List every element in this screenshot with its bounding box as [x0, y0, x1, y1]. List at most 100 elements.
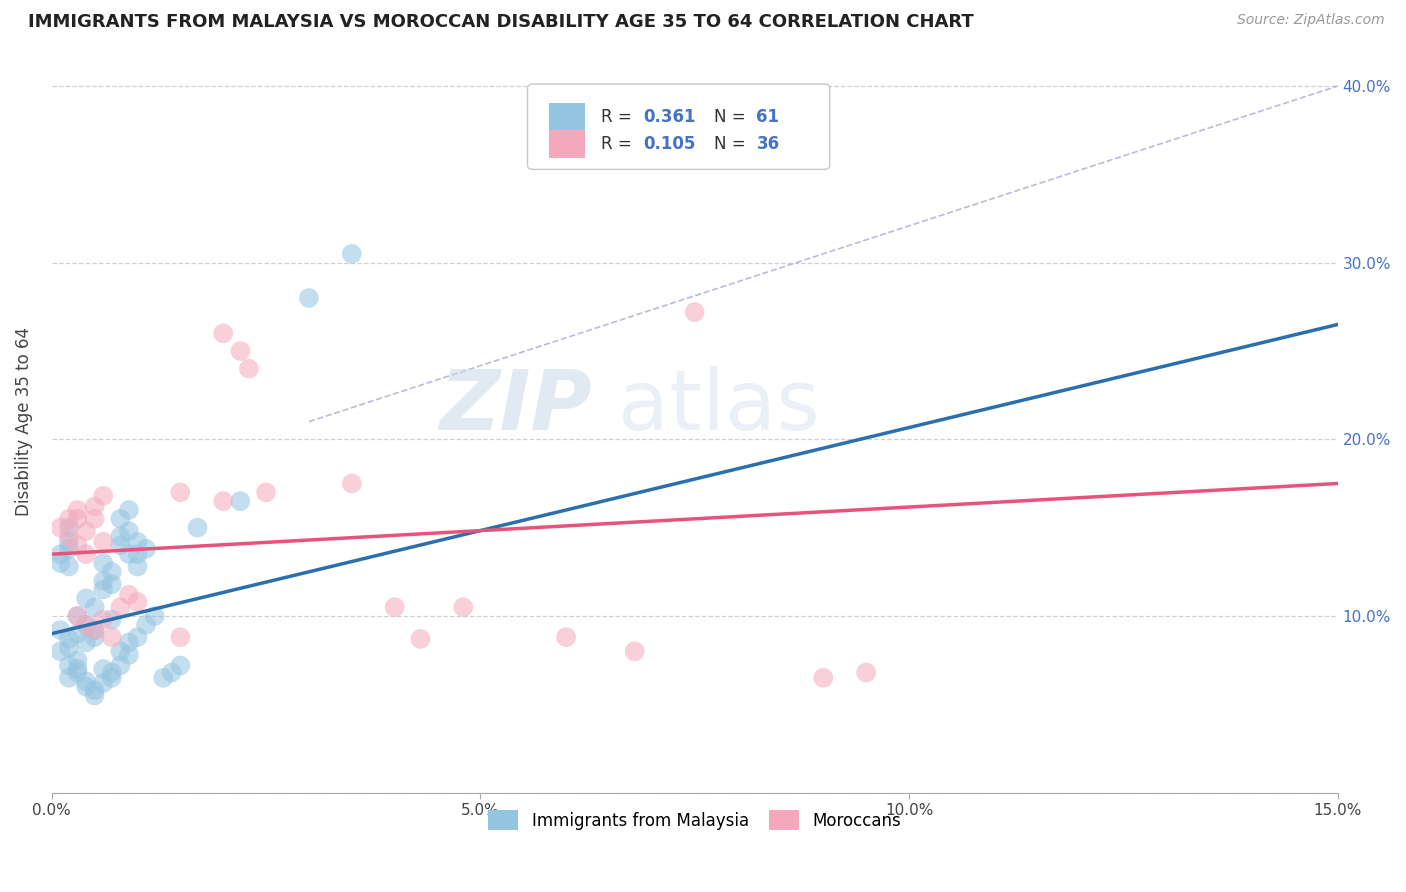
- Point: [127, 559, 149, 574]
- Point: [100, 665, 122, 680]
- Point: [91, 534, 114, 549]
- Point: [384, 600, 406, 615]
- Point: [118, 503, 141, 517]
- Point: [143, 609, 166, 624]
- Point: [66, 665, 89, 680]
- Point: [75, 635, 97, 649]
- Point: [66, 662, 89, 676]
- FancyBboxPatch shape: [550, 103, 585, 131]
- Point: [83, 600, 105, 615]
- Point: [58, 559, 80, 574]
- Text: atlas: atlas: [617, 367, 820, 447]
- Y-axis label: Disability Age 35 to 64: Disability Age 35 to 64: [15, 327, 32, 516]
- Point: [229, 344, 252, 359]
- Point: [110, 512, 132, 526]
- Point: [169, 630, 191, 644]
- Point: [340, 476, 363, 491]
- Point: [110, 529, 132, 543]
- Point: [100, 577, 122, 591]
- Point: [118, 524, 141, 539]
- Point: [49, 521, 72, 535]
- Point: [66, 609, 89, 624]
- Text: 36: 36: [756, 135, 779, 153]
- Point: [100, 565, 122, 579]
- Point: [135, 617, 157, 632]
- Point: [75, 547, 97, 561]
- Point: [127, 630, 149, 644]
- Text: 0.105: 0.105: [644, 135, 696, 153]
- Point: [49, 556, 72, 570]
- Point: [127, 595, 149, 609]
- Point: [66, 653, 89, 667]
- Point: [91, 582, 114, 597]
- Point: [83, 689, 105, 703]
- Point: [91, 556, 114, 570]
- Point: [83, 623, 105, 637]
- Point: [110, 658, 132, 673]
- Point: [238, 361, 260, 376]
- Point: [110, 644, 132, 658]
- Point: [83, 512, 105, 526]
- Point: [49, 623, 72, 637]
- Point: [152, 671, 174, 685]
- Point: [298, 291, 321, 305]
- Point: [75, 617, 97, 632]
- Point: [100, 671, 122, 685]
- Point: [451, 600, 474, 615]
- Point: [75, 591, 97, 606]
- Point: [555, 630, 578, 644]
- Text: N =: N =: [714, 135, 751, 153]
- Point: [75, 524, 97, 539]
- Point: [91, 676, 114, 690]
- Point: [58, 529, 80, 543]
- Text: ZIP: ZIP: [439, 367, 592, 447]
- Point: [160, 665, 183, 680]
- Point: [100, 630, 122, 644]
- Point: [66, 538, 89, 552]
- Point: [58, 640, 80, 655]
- Point: [254, 485, 277, 500]
- Point: [91, 489, 114, 503]
- Point: [66, 512, 89, 526]
- Point: [169, 658, 191, 673]
- Text: R =: R =: [600, 109, 637, 127]
- Text: 61: 61: [756, 109, 779, 127]
- Point: [409, 632, 432, 646]
- Text: N =: N =: [714, 109, 751, 127]
- Point: [58, 521, 80, 535]
- Point: [83, 500, 105, 514]
- Point: [75, 617, 97, 632]
- Point: [91, 613, 114, 627]
- Point: [91, 662, 114, 676]
- Point: [58, 512, 80, 526]
- Point: [49, 547, 72, 561]
- Point: [83, 630, 105, 644]
- Point: [100, 613, 122, 627]
- Point: [58, 658, 80, 673]
- Point: [186, 521, 208, 535]
- Point: [855, 665, 877, 680]
- Point: [813, 671, 835, 685]
- Legend: Immigrants from Malaysia, Moroccans: Immigrants from Malaysia, Moroccans: [482, 804, 908, 837]
- Point: [83, 623, 105, 637]
- Point: [340, 247, 363, 261]
- Point: [118, 635, 141, 649]
- Point: [91, 574, 114, 588]
- Point: [110, 538, 132, 552]
- Point: [83, 683, 105, 698]
- Point: [229, 494, 252, 508]
- Point: [212, 326, 235, 341]
- Point: [683, 305, 706, 319]
- Point: [66, 626, 89, 640]
- Point: [66, 503, 89, 517]
- Point: [127, 547, 149, 561]
- Point: [75, 674, 97, 689]
- FancyBboxPatch shape: [550, 129, 585, 158]
- Point: [118, 648, 141, 662]
- Point: [212, 494, 235, 508]
- Point: [58, 671, 80, 685]
- Text: Source: ZipAtlas.com: Source: ZipAtlas.com: [1237, 13, 1385, 28]
- Point: [118, 588, 141, 602]
- FancyBboxPatch shape: [527, 84, 830, 169]
- Point: [169, 485, 191, 500]
